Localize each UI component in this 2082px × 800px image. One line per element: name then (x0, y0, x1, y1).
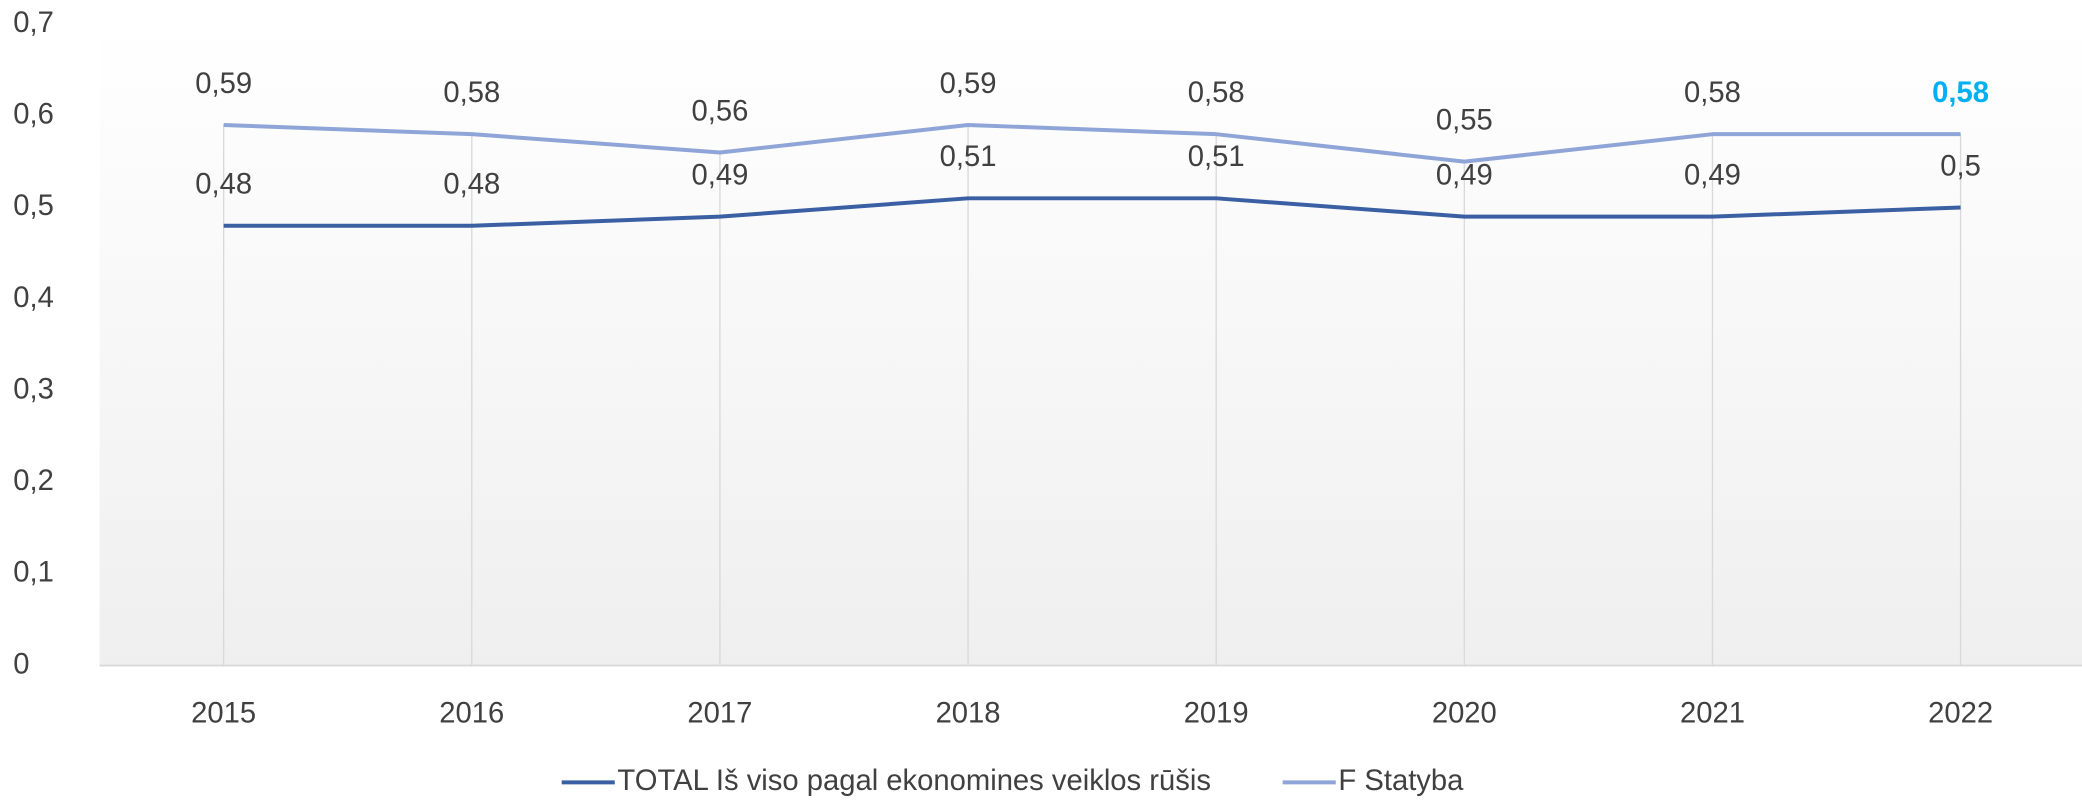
data-label: 0,49 (1436, 160, 1493, 192)
y-tick-label: 0 (13, 648, 29, 680)
data-label: 0,51 (1188, 141, 1245, 173)
data-label: 0,49 (1684, 160, 1741, 192)
x-tick-label: 2019 (1184, 697, 1249, 729)
data-label: 0,49 (691, 160, 748, 192)
data-label: 0,59 (940, 68, 997, 100)
plot-background (99, 24, 2082, 666)
data-label: 0,5 (1940, 150, 1981, 182)
data-label: 0,55 (1436, 105, 1493, 137)
x-tick-label: 2020 (1432, 697, 1497, 729)
legend-label: F Statyba (1338, 765, 1464, 797)
data-label: 0,48 (195, 169, 252, 201)
y-tick-label: 0,7 (13, 7, 54, 39)
y-tick-label: 0,1 (13, 557, 54, 589)
x-tick-label: 2021 (1680, 697, 1745, 729)
series-line (223, 123, 1961, 164)
y-tick-label: 0,2 (13, 465, 54, 497)
x-tick-label: 2018 (936, 697, 1001, 729)
x-tick-label: 2022 (1928, 697, 1993, 729)
data-label: 0,56 (691, 95, 748, 127)
y-tick-label: 0,5 (13, 190, 54, 222)
data-label: 0,48 (443, 169, 500, 201)
series-line (223, 196, 1961, 228)
data-label: 0,58 (443, 77, 500, 109)
data-label: 0,51 (940, 141, 997, 173)
y-tick-label: 0,4 (13, 282, 54, 314)
x-tick-label: 2015 (191, 697, 256, 729)
data-label: 0,59 (195, 68, 252, 100)
y-tick-label: 0,6 (13, 99, 54, 131)
legend-label: TOTAL Iš viso pagal ekonomines veiklos r… (617, 765, 1211, 797)
y-tick-label: 0,3 (13, 373, 54, 405)
data-label: 0,58 (1684, 77, 1741, 109)
x-tick-label: 2016 (439, 697, 504, 729)
x-tick-label: 2017 (687, 697, 752, 729)
data-label: 0,58 (1188, 77, 1245, 109)
data-label: 0,58 (1932, 77, 1989, 109)
